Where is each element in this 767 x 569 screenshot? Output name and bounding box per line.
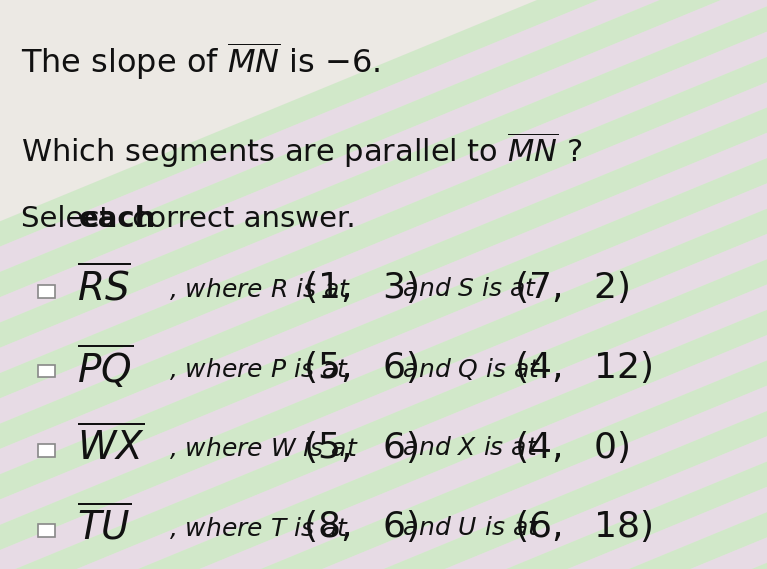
Polygon shape <box>690 0 767 569</box>
Text: $(1,\ \ 3)$: $(1,\ \ 3)$ <box>303 269 418 306</box>
Polygon shape <box>629 0 767 569</box>
Polygon shape <box>322 0 767 569</box>
FancyBboxPatch shape <box>38 365 55 377</box>
Text: and $\mathit{S}$ is at: and $\mathit{S}$ is at <box>395 277 538 301</box>
Text: $\mathit{\overline{WX}}$: $\mathit{\overline{WX}}$ <box>77 426 144 468</box>
Text: Select: Select <box>21 205 120 233</box>
FancyBboxPatch shape <box>38 444 55 457</box>
Polygon shape <box>0 0 721 569</box>
Text: Which segments are parallel to $\overline{MN}$ ?: Which segments are parallel to $\overlin… <box>21 131 583 171</box>
Text: correct answer.: correct answer. <box>123 205 355 233</box>
Polygon shape <box>752 0 767 569</box>
Text: $\mathit{\overline{PQ}}$: $\mathit{\overline{PQ}}$ <box>77 343 133 391</box>
Polygon shape <box>0 0 598 569</box>
Polygon shape <box>77 0 767 569</box>
Text: $(8,\ \ 6)$: $(8,\ \ 6)$ <box>303 508 418 545</box>
Text: $(6,\ \ 18)$: $(6,\ \ 18)$ <box>514 508 652 545</box>
Polygon shape <box>568 0 767 569</box>
Polygon shape <box>506 0 767 569</box>
Text: , where $\mathit{R}$ is at: , where $\mathit{R}$ is at <box>169 276 351 302</box>
Text: $\mathit{\overline{TU}}$: $\mathit{\overline{TU}}$ <box>77 505 131 547</box>
FancyBboxPatch shape <box>38 285 55 298</box>
Polygon shape <box>384 0 767 569</box>
Text: $(7,\ \ 2)$: $(7,\ \ 2)$ <box>514 269 629 306</box>
Polygon shape <box>15 0 767 569</box>
FancyBboxPatch shape <box>38 524 55 537</box>
Polygon shape <box>138 0 767 569</box>
Text: The slope of $\overline{MN}$ is $-6$.: The slope of $\overline{MN}$ is $-6$. <box>21 40 381 82</box>
Text: , where $\mathit{P}$ is at: , where $\mathit{P}$ is at <box>169 356 349 382</box>
Polygon shape <box>0 0 660 569</box>
Text: each: each <box>79 205 156 233</box>
Text: $(4,\ \ 12)$: $(4,\ \ 12)$ <box>514 349 652 385</box>
Text: $(4,\ \ 0)$: $(4,\ \ 0)$ <box>514 428 629 465</box>
Text: and $\mathit{U}$ is at: and $\mathit{U}$ is at <box>395 516 540 540</box>
Text: and $\mathit{Q}$ is at: and $\mathit{Q}$ is at <box>395 356 542 382</box>
Text: $(5,\ \ 6)$: $(5,\ \ 6)$ <box>303 428 418 465</box>
Text: $(5,\ \ 6)$: $(5,\ \ 6)$ <box>303 349 418 385</box>
Text: $\mathit{\overline{RS}}$: $\mathit{\overline{RS}}$ <box>77 266 130 309</box>
Polygon shape <box>445 0 767 569</box>
Text: , where $\mathit{W}$ is at: , where $\mathit{W}$ is at <box>169 435 358 461</box>
Text: and $\mathit{X}$ is at: and $\mathit{X}$ is at <box>395 436 539 460</box>
Text: , where $\mathit{T}$ is at: , where $\mathit{T}$ is at <box>169 515 349 541</box>
Polygon shape <box>199 0 767 569</box>
Polygon shape <box>261 0 767 569</box>
